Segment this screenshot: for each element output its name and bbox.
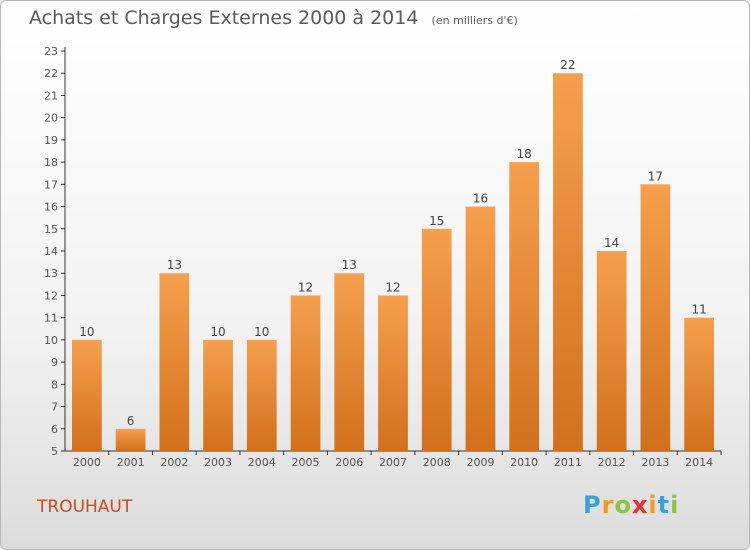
logo-letter: i (648, 491, 658, 519)
bar-value-label: 15 (429, 214, 444, 228)
x-tick-label: 2009 (466, 456, 494, 469)
y-tick-label: 9 (51, 356, 58, 369)
logo-letter: t (657, 491, 671, 519)
y-tick-label: 16 (44, 201, 58, 214)
x-tick-label: 2005 (292, 456, 320, 469)
x-tick-label: 2002 (160, 456, 188, 469)
x-tick-label: 2013 (641, 456, 669, 469)
y-tick-label: 23 (44, 45, 58, 58)
bar-value-label: 22 (560, 58, 575, 72)
x-tick-label: 2011 (554, 456, 582, 469)
logo-letter: x (631, 491, 649, 519)
bar (290, 295, 321, 451)
y-tick-label: 11 (44, 312, 58, 325)
y-tick-label: 22 (44, 67, 58, 80)
bar-value-label: 6 (127, 414, 135, 428)
x-tick-label: 2008 (423, 456, 451, 469)
bar (553, 73, 583, 451)
bar-value-label: 14 (604, 236, 619, 250)
y-tick-label: 14 (44, 245, 58, 258)
bar (159, 273, 190, 451)
bar-value-label: 12 (298, 280, 313, 294)
y-tick-label: 7 (51, 401, 58, 414)
title-line: Achats et Charges Externes 2000 à 2014 (… (29, 7, 518, 29)
y-tick-label: 13 (44, 267, 58, 280)
x-tick-label: 2010 (510, 456, 538, 469)
bar (640, 184, 671, 452)
x-axis: 2000 2001 2002 2003 2004 2005 2006 2007 2008 2009… (65, 450, 722, 469)
commune-name: TROUHAUT (37, 497, 133, 517)
bar (115, 428, 146, 451)
bar-value-label: 10 (254, 325, 269, 339)
x-tick-label: 2006 (335, 456, 363, 469)
y-tick-label: 6 (51, 423, 58, 436)
y-tick-label: 12 (44, 289, 58, 302)
bar (465, 206, 496, 451)
bar-value-label: 10 (210, 325, 225, 339)
bars (71, 73, 715, 452)
chart-title: Achats et Charges Externes 2000 à 2014 (29, 7, 419, 29)
bar-value-label: 16 (473, 192, 488, 206)
y-axis: 5 6 7 8 9 10 11 12 13 14 15 16 17 18 19 20 21 22 23 (44, 45, 66, 458)
x-tick-label: 2003 (204, 456, 232, 469)
x-tick-label: 2000 (73, 456, 101, 469)
value-labels: 10 6 13 10 10 12 13 12 15 16 18 22 14 17 11 (79, 58, 707, 428)
x-tick-label: 2001 (117, 456, 145, 469)
logo-letter: r (601, 491, 615, 519)
bar (509, 162, 540, 451)
y-tick-label: 18 (44, 156, 58, 169)
y-tick-label: 10 (44, 334, 58, 347)
bar-value-label: 11 (691, 303, 706, 317)
proxiti-logo: Proxiti (583, 491, 679, 519)
y-tick-label: 21 (44, 89, 58, 102)
bar (596, 251, 627, 451)
y-tick-label: 5 (51, 445, 58, 458)
chart-subtitle: (en milliers d'€) (431, 14, 518, 27)
bar (334, 273, 365, 451)
logo-letter: i (670, 491, 680, 519)
bar (378, 295, 408, 451)
logo-letter: o (614, 491, 632, 519)
y-tick-label: 15 (44, 223, 58, 236)
bar (246, 339, 277, 451)
y-tick-label: 20 (44, 112, 58, 125)
bar-value-label: 10 (79, 325, 94, 339)
bar-value-label: 18 (517, 147, 532, 161)
bar-value-label: 13 (342, 258, 357, 272)
bar-value-label: 13 (167, 258, 182, 272)
bar (421, 228, 452, 451)
y-tick-label: 8 (51, 378, 58, 391)
y-tick-label: 19 (44, 134, 58, 147)
y-tick-label: 17 (44, 178, 58, 191)
bar-value-label: 12 (385, 280, 400, 294)
x-tick-label: 2012 (598, 456, 626, 469)
x-tick-label: 2007 (379, 456, 407, 469)
bar-value-label: 17 (648, 169, 663, 183)
bar (684, 317, 715, 451)
x-tick-label: 2014 (685, 456, 713, 469)
logo-letter: P (583, 491, 602, 519)
bar (71, 339, 102, 451)
bar (203, 339, 233, 451)
x-tick-label: 2004 (248, 456, 276, 469)
